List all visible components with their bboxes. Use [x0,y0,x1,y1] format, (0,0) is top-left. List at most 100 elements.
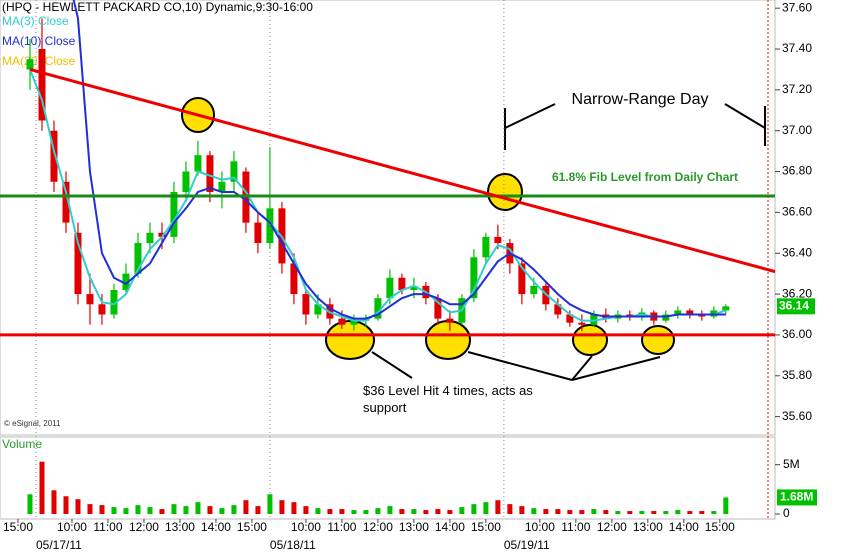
volume-bar [543,509,549,514]
volume-bar [51,490,57,514]
y-tick-label: 37.00 [782,123,812,137]
x-tick-label: 10:00 [525,520,555,534]
price-panel [0,0,776,436]
candle-body [146,232,154,244]
highlight-circle [487,173,523,211]
candle-body [302,294,310,315]
volume-bar [435,509,441,514]
volume-bar [87,504,93,514]
volume-bar [195,502,201,514]
volume-bar [351,510,357,514]
candle-body [338,318,346,325]
candle-body [158,232,166,237]
highlight-circle [325,320,375,360]
y-tick-label: 5M [783,457,800,471]
candle-body [350,320,358,325]
connector [571,355,593,381]
x-tick-label: 14:00 [669,520,699,534]
y-tick-label: 0 [783,506,790,520]
volume-bar [555,509,561,514]
candle-body [26,59,34,70]
candle-body [182,171,190,192]
date-label: 05/19/11 [504,538,550,552]
volume-bar [111,507,117,514]
x-tick-label: 12:00 [363,520,393,534]
volume-bar [531,508,537,514]
x-tick-label: 10:00 [291,520,321,534]
highlight-circle [641,325,675,355]
highlight-circle [425,320,471,360]
legend-entry: MA(10) Close [2,34,76,48]
x-tick-label: 13:00 [399,520,429,534]
trendline [29,67,776,274]
candle-body [218,181,226,192]
volume-bar [495,500,501,514]
x-tick-label: 14:00 [435,520,465,534]
volume-bar [63,496,69,514]
volume-bar [627,511,633,514]
volume-bar [507,504,513,514]
volume-bar [135,505,141,514]
x-tick-label: 15:00 [471,520,501,534]
legend-entry: MA(3) Close [2,14,69,28]
x-tick-label: 12:00 [129,520,159,534]
last-volume-label: 1.68M [780,490,813,504]
volume-bar [291,502,297,514]
y-tick-label: 37.40 [782,41,812,55]
moving-average [29,69,727,322]
y-tick-label: 36.80 [782,164,812,178]
volume-bar [255,506,261,514]
candle-body [698,314,706,317]
volume-bar [663,511,669,514]
volume-bar [447,510,453,514]
bracket [504,103,556,129]
volume-bar [123,508,129,514]
x-tick-label: 13:00 [633,520,663,534]
candle-body [446,318,454,323]
x-tick-label: 12:00 [597,520,627,534]
x-tick-label: 11:00 [327,520,356,534]
volume-bar [207,506,213,514]
volume-bar [579,510,585,514]
candle-body [674,310,682,315]
volume-bar [267,494,273,514]
volume-bar [483,502,489,514]
chart-title: (HPQ - HEWLETT PACKARD CO,10) Dynamic,9:… [2,0,313,14]
y-tick-label: 37.20 [782,82,812,96]
volume-bar [687,511,693,514]
annotation: $36 Level Hit 4 times, acts as support [363,383,533,415]
x-tick-label: 10:00 [57,520,87,534]
volume-bar [39,461,45,514]
volume-bar [423,510,429,514]
volume-bar [171,504,177,514]
volume-bar [519,506,525,514]
volume-bar [231,505,237,514]
annotation-lines [371,103,766,381]
candle-body [386,277,394,299]
date-label: 05/17/11 [36,538,82,552]
volume-bar [339,509,345,514]
candle-body [482,236,490,258]
candle-body [470,257,478,299]
x-tick-label: 11:00 [93,520,122,534]
volume-bar [315,508,321,514]
candle-body [62,181,70,223]
volume-bar [243,500,249,514]
candle-body [566,314,574,323]
volume-bar [27,494,33,514]
candle-body [122,273,130,290]
connector [467,351,573,381]
x-tick-label: 15:00 [705,520,735,534]
credit: © eSignal, 2011 [4,419,61,428]
volume-bar [639,511,645,514]
volume-bar [327,509,333,514]
volume-bar [591,509,597,514]
x-tick-label: 13:00 [165,520,195,534]
volume-bar [567,510,573,514]
volume-bar [75,499,81,514]
candle-body [662,314,670,321]
y-tick-label: 36.20 [782,286,812,300]
x-tick-label: 14:00 [201,520,231,534]
